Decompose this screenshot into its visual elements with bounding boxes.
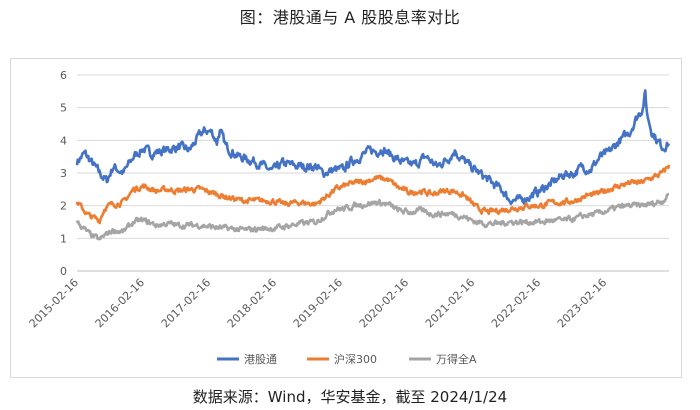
y-tick-label: 2 — [60, 200, 67, 213]
legend-label: 港股通 — [244, 353, 277, 366]
x-tick-label: 2019-02-16 — [291, 276, 345, 330]
y-axis-tick-labels: 0 1 2 3 4 5 6 — [60, 69, 67, 278]
y-tick-label: 4 — [60, 134, 67, 147]
y-tick-label: 5 — [60, 102, 67, 115]
x-tick-label: 2020-02-16 — [357, 276, 411, 330]
y-tick-label: 1 — [60, 232, 67, 245]
x-tick-label: 2016-02-16 — [93, 276, 147, 330]
legend: 港股通 沪深300 万得全A — [217, 352, 477, 366]
series-lines — [75, 89, 671, 241]
legend-label: 万得全A — [436, 352, 477, 366]
x-axis-tick-labels: 2015-02-16 2016-02-16 2017-02-16 2018-02-16… — [27, 276, 610, 330]
x-tick-label: 2021-02-16 — [423, 276, 477, 330]
x-tick-label: 2015-02-16 — [27, 276, 81, 330]
y-tick-label: 6 — [60, 69, 67, 82]
data-source-note: 数据来源：Wind，华安基金，截至 2024/1/24 — [192, 388, 508, 406]
x-tick-label: 2017-02-16 — [159, 276, 213, 330]
legend-label: 沪深300 — [334, 352, 377, 366]
series-line-2 — [75, 164, 671, 225]
series-line-1 — [75, 89, 671, 206]
x-tick-label: 2022-02-16 — [489, 276, 543, 330]
y-tick-label: 3 — [60, 167, 67, 180]
series-line-3 — [75, 192, 670, 241]
chart-title: 图：港股通与 A 股股息率对比 — [239, 8, 461, 27]
y-tick-label: 0 — [60, 265, 67, 278]
x-tick-label: 2023-02-16 — [555, 276, 609, 330]
y-gridlines — [77, 74, 669, 239]
x-tick-label: 2018-02-16 — [225, 276, 279, 330]
